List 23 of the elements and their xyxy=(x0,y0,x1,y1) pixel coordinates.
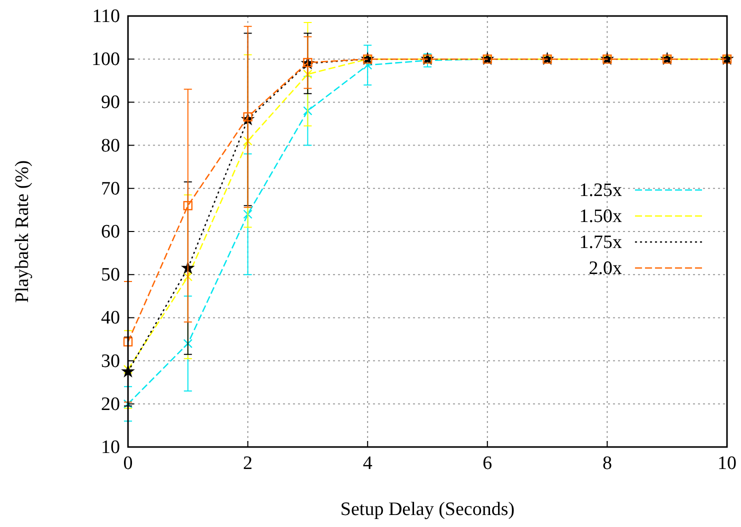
y-tick-label: 80 xyxy=(101,135,120,156)
y-tick-label: 40 xyxy=(101,308,120,329)
x-tick-label: 10 xyxy=(718,453,736,474)
x-tick-label: 2 xyxy=(243,453,253,474)
y-tick-label: 60 xyxy=(101,222,120,242)
y-tick-label: 20 xyxy=(101,394,120,415)
legend-label: 2.0x xyxy=(588,258,622,279)
x-tick-label: 4 xyxy=(362,453,373,474)
y-tick-label: 70 xyxy=(101,178,120,200)
legend-label: 1.50x xyxy=(579,206,622,227)
x-tick-label: 8 xyxy=(602,453,612,474)
y-axis-title: Playback Rate (%) xyxy=(12,160,33,303)
y-tick-label: 100 xyxy=(92,49,120,70)
y-tick-label: 50 xyxy=(101,264,120,286)
x-tick-label: 6 xyxy=(482,453,492,474)
y-tick-label: 90 xyxy=(101,92,120,114)
x-tick-label: 0 xyxy=(123,453,133,474)
y-tick-label: 30 xyxy=(101,350,120,372)
y-tick-label: 10 xyxy=(101,437,120,458)
y-tick-label: 110 xyxy=(92,6,120,27)
x-axis-title: Setup Delay (Seconds) xyxy=(340,499,515,520)
legend-label: 1.75x xyxy=(579,232,622,253)
legend-label: 1.25x xyxy=(579,180,622,201)
